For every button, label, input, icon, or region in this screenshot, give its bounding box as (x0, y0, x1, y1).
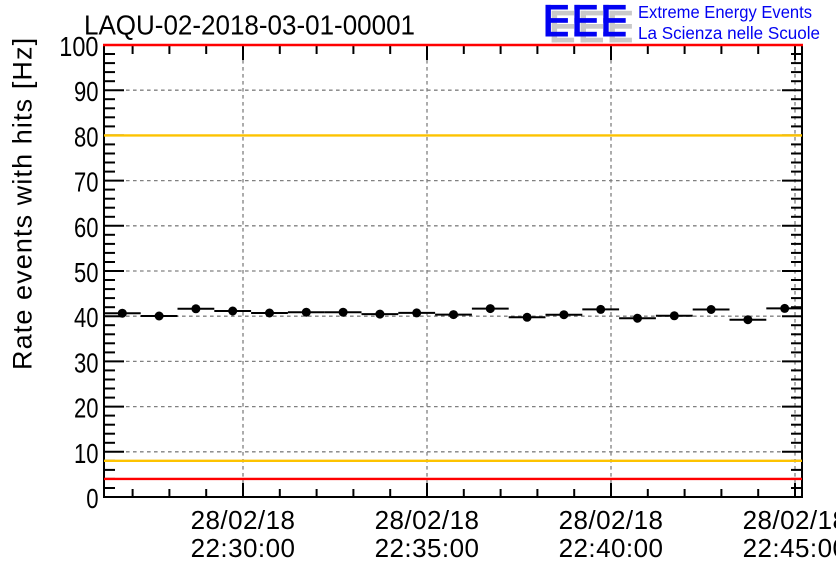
svg-text:22:35:00: 22:35:00 (375, 533, 480, 563)
svg-text:90: 90 (74, 76, 99, 107)
svg-text:La Scienza nelle Scuole: La Scienza nelle Scuole (638, 23, 820, 43)
svg-text:40: 40 (74, 302, 99, 333)
svg-text:30: 30 (74, 347, 99, 378)
svg-text:22:30:00: 22:30:00 (191, 533, 296, 563)
svg-text:10: 10 (74, 438, 99, 469)
svg-text:60: 60 (74, 212, 99, 243)
svg-text:LAQU-02-2018-03-01-00001: LAQU-02-2018-03-01-00001 (84, 9, 415, 40)
svg-text:22:45:00: 22:45:00 (743, 533, 836, 563)
svg-text:28/02/18: 28/02/18 (743, 505, 836, 535)
svg-text:20: 20 (74, 393, 99, 424)
svg-text:Rate events with hits [Hz]: Rate events with hits [Hz] (8, 37, 38, 370)
svg-text:28/02/18: 28/02/18 (559, 505, 664, 535)
svg-text:100: 100 (59, 31, 98, 62)
svg-text:70: 70 (74, 167, 99, 198)
svg-text:28/02/18: 28/02/18 (375, 505, 480, 535)
svg-text:22:40:00: 22:40:00 (559, 533, 664, 563)
svg-text:0: 0 (86, 483, 98, 514)
svg-text:Extreme Energy Events: Extreme Energy Events (638, 2, 812, 22)
svg-text:28/02/18: 28/02/18 (191, 505, 296, 535)
svg-text:50: 50 (74, 257, 99, 288)
svg-text:80: 80 (74, 121, 99, 152)
